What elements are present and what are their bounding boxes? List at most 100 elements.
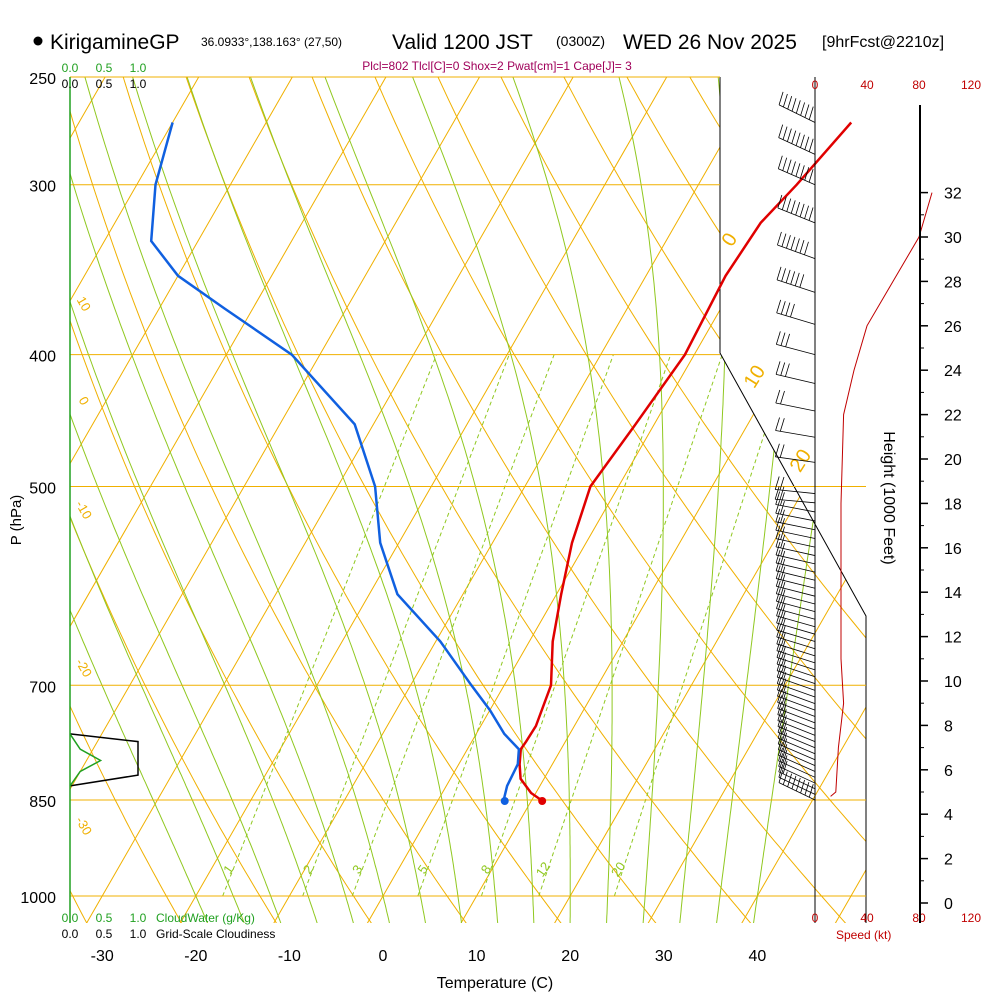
wind-barb-feather xyxy=(791,775,797,789)
wind-barb-staff xyxy=(775,538,816,548)
wind-barb-feather xyxy=(777,730,783,745)
isotherm-label-left: 10 xyxy=(74,294,94,314)
surface-dewpoint-point xyxy=(500,796,509,805)
mixing-ratio-label: 3 xyxy=(349,862,365,877)
wind-barb xyxy=(775,517,816,539)
wind-barb-staff xyxy=(777,732,816,749)
wind-barb-feather xyxy=(781,684,787,698)
wind-barb-feather xyxy=(800,134,805,148)
isotherm-line xyxy=(460,217,866,923)
wind-barb xyxy=(774,486,816,504)
wind-barb-feather xyxy=(775,389,781,404)
wind-barb-feather xyxy=(782,732,788,746)
temperature-tick: -20 xyxy=(184,948,207,965)
wind-barb-feather xyxy=(790,271,796,285)
temperature-tick: -10 xyxy=(278,948,301,965)
cloud-water-tick: 0.5 xyxy=(96,911,113,925)
wind-barb-staff xyxy=(778,743,816,761)
dry-adiabat-line xyxy=(311,77,847,923)
height-tick-label: 26 xyxy=(944,319,962,336)
wind-barb-feather xyxy=(777,194,783,209)
wind-barb-feather xyxy=(778,747,783,761)
wind-barb xyxy=(778,124,816,155)
dry-adiabat-line xyxy=(70,319,372,923)
speed-axis-ticks: 0040408080120120 xyxy=(812,78,982,925)
isotherm-line xyxy=(273,77,761,923)
wind-barb-feather xyxy=(804,241,809,255)
wind-barb-feather xyxy=(791,130,797,144)
wind-barb-feather xyxy=(782,126,788,140)
wind-barb xyxy=(775,533,816,556)
wind-barb-feather xyxy=(786,159,792,173)
mixing-ratio-label: 12 xyxy=(533,859,554,879)
wind-barb-feather xyxy=(780,542,786,557)
height-tick-label: 28 xyxy=(944,274,962,291)
dry-adiabat-line xyxy=(374,77,866,843)
moist-adiabat-line xyxy=(84,77,390,923)
isotherm-line xyxy=(86,77,574,923)
wind-barb-staff xyxy=(776,344,816,356)
wind-barb-feather xyxy=(779,476,785,491)
wind-barb-feather xyxy=(775,541,781,556)
wind-barb-feather xyxy=(776,299,782,314)
wind-barb-feather xyxy=(780,518,785,532)
moist-adiabat-line xyxy=(679,77,727,923)
wind-barb xyxy=(775,573,816,597)
wind-barb-feather xyxy=(781,678,787,692)
wind-barb-staff xyxy=(777,670,816,684)
wind-barb-feather xyxy=(791,98,797,112)
wind-barb-feather xyxy=(778,753,784,767)
wind-barb-feather xyxy=(780,390,785,405)
pressure-label: 850 xyxy=(29,794,56,811)
wind-barb-feather xyxy=(775,573,781,587)
wind-barb xyxy=(775,331,816,356)
wind-barb xyxy=(775,525,816,548)
pressure-label: 300 xyxy=(29,179,56,196)
wind-barb-feather xyxy=(791,161,796,175)
wind-barb-feather xyxy=(775,508,781,522)
wind-barb-feather xyxy=(782,760,788,774)
wind-barb xyxy=(775,443,816,463)
moist-adiabat-line xyxy=(249,77,499,923)
wind-barb-staff xyxy=(778,765,816,784)
wind-barb-feather xyxy=(775,443,780,457)
wind-barb-feather xyxy=(774,476,780,490)
temperature-profile xyxy=(518,121,853,802)
wind-barb-feather xyxy=(787,95,793,110)
mixing-ratio-label: 8 xyxy=(478,862,494,877)
wind-barb-feather xyxy=(777,676,782,691)
wind-barb-staff xyxy=(776,585,816,597)
wind-barb-staff xyxy=(777,702,816,717)
cloud-water-ticks-bottom: 0.0 0.5 1.0 xyxy=(62,911,147,925)
wind-barb-feather xyxy=(777,683,782,697)
isotherm-line xyxy=(70,77,293,465)
wind-barb-staff xyxy=(775,554,816,565)
wind-barb-feather xyxy=(785,302,791,316)
forecast-info: [9hrFcst@2210z] xyxy=(822,34,944,51)
surface-temperature-point xyxy=(538,796,547,805)
wind-barb-feather xyxy=(778,91,784,106)
wind-barb xyxy=(776,664,816,691)
wind-barb xyxy=(777,683,816,711)
mixing-ratio-line xyxy=(538,354,723,897)
wind-barb xyxy=(775,508,816,531)
wind-barb-staff xyxy=(777,695,816,711)
temperature-axis-label: Temperature (C) xyxy=(437,975,553,992)
wind-barb-feather xyxy=(795,163,801,177)
wind-barb-staff xyxy=(776,578,816,589)
wind-barb-feather xyxy=(781,233,787,247)
isotherm-label-left: -10 xyxy=(73,498,95,522)
wind-barb-feather xyxy=(781,659,787,673)
wind-barb xyxy=(778,753,816,784)
wind-barb-staff xyxy=(778,754,816,772)
station-name: KirigamineGP xyxy=(50,31,180,54)
wind-barb xyxy=(777,155,816,186)
wind-barb-feather xyxy=(780,509,785,523)
height-tick-label: 6 xyxy=(944,763,953,780)
cloud-water-tick: 0.0 xyxy=(62,911,79,925)
wind-barb xyxy=(775,500,816,522)
wind-barb-staff xyxy=(777,683,816,698)
speed-tick-bottom: 0 xyxy=(812,911,819,925)
wind-barb-feather xyxy=(782,749,788,763)
